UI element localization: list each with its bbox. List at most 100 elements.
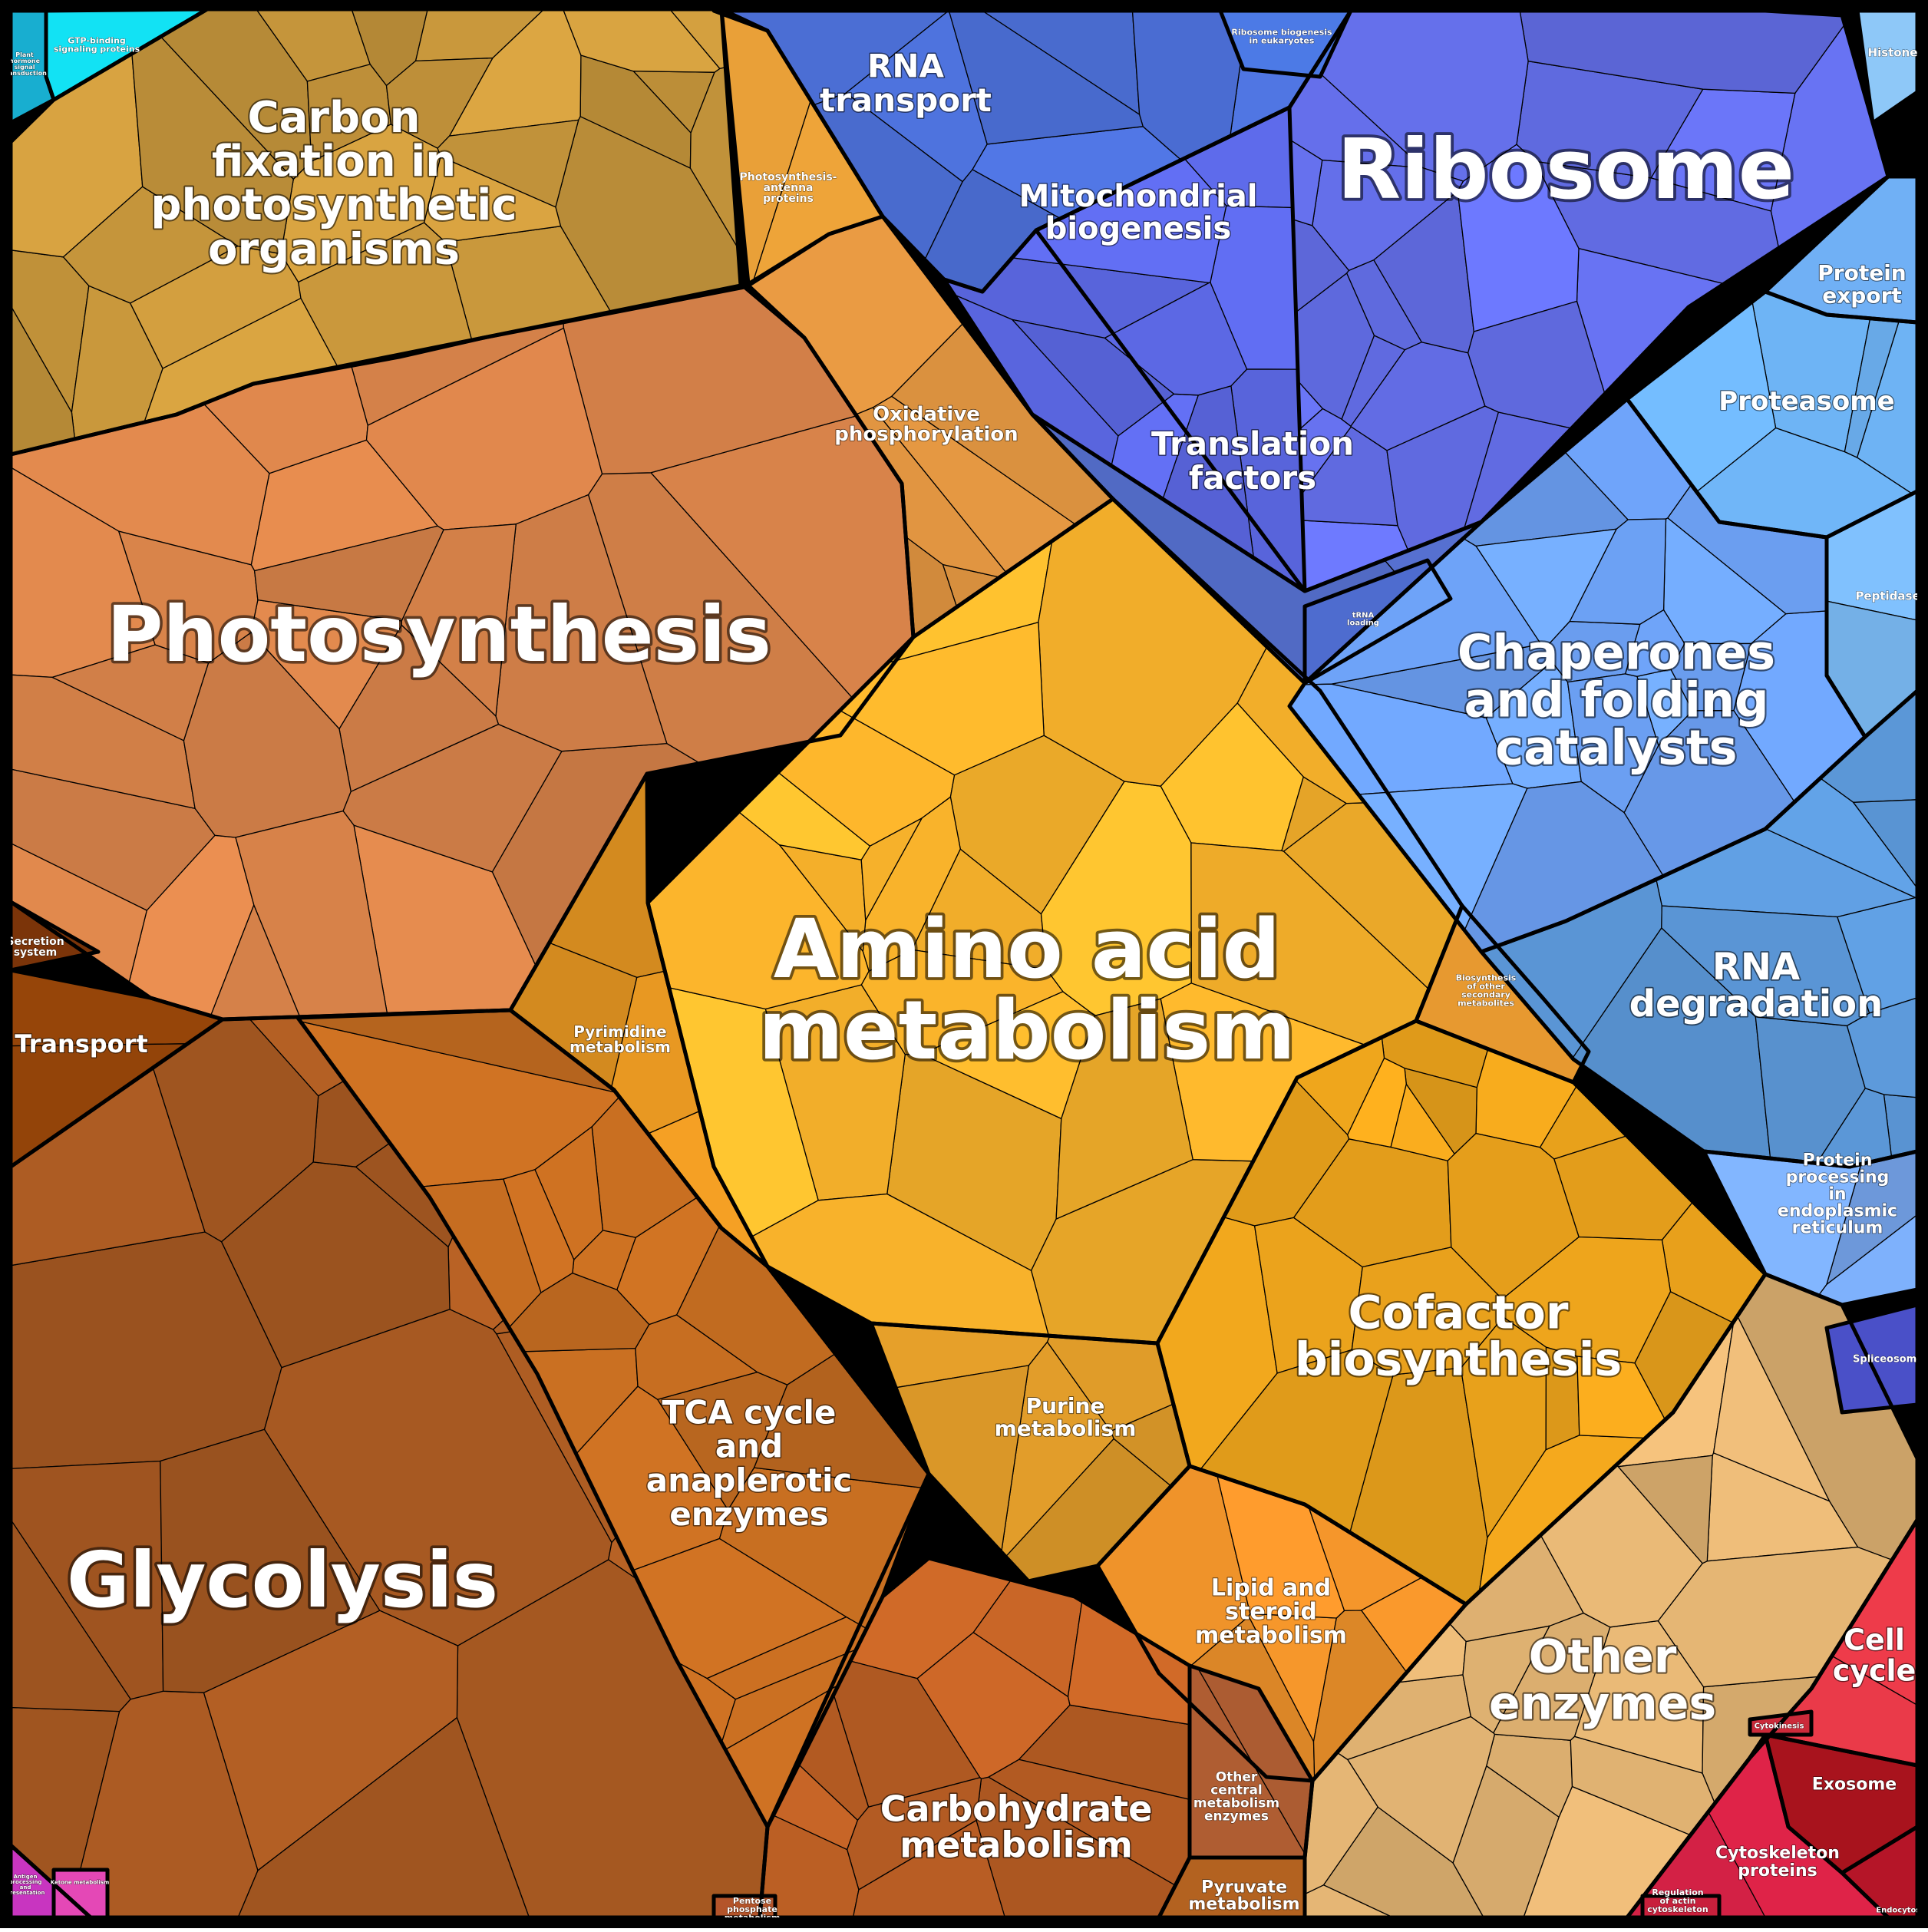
rna-degradation-label-line: RNA: [1712, 946, 1800, 989]
mitochondrial-biogenesis-label: Mitochondrial biogenesis: [1018, 179, 1257, 246]
chaperones-subcell: [1474, 528, 1618, 648]
amino-acid-metabolism-subcell: [860, 949, 1064, 1055]
ribosome-subcell: [1467, 300, 1606, 429]
plant-hormone-signal-transduction-label-line: Plant: [15, 51, 34, 58]
biosynthesis-other-secondary-label-line: metabolites: [1458, 998, 1514, 1008]
other-central-metabolism-label: Other central metabolism enzymes: [1193, 1769, 1279, 1824]
pentose-phosphate-metabolism-label-line: phosphate: [727, 1904, 777, 1914]
ketone-metabolism-label-line: Ketone metabolism: [51, 1879, 110, 1885]
peptidases-label-line: Peptidases: [1855, 589, 1926, 603]
plant-hormone-signal-transduction-label-line: hormone: [9, 58, 41, 64]
pyrimidine-metabolism-label-line: metabolism: [569, 1038, 671, 1056]
tca-cycle-outline: [295, 1008, 931, 1829]
rna-transport-label: RNA transport: [820, 48, 992, 119]
chaperones-outline: [1287, 397, 1867, 954]
oxidative-phosphorylation-label: Oxidative phosphorylation: [834, 403, 1018, 446]
other-central-metabolism-label-line: Other: [1216, 1769, 1258, 1785]
regulation-actin-cytoskeleton-label-line: of actin: [1660, 1896, 1696, 1906]
chaperones-label-line: Chaperones: [1458, 625, 1775, 681]
cytokinesis-outline: [1748, 1709, 1814, 1737]
chaperones-label-line: and folding: [1464, 672, 1769, 728]
cytokinesis-label-line: Cytokinesis: [1755, 1722, 1804, 1731]
ribosome-biogenesis-eukaryotes-label-line: Ribosome biogenesis: [1231, 27, 1332, 37]
biosynthesis-other-secondary-label: Biosynthesis of other secondary metabolites: [1456, 973, 1517, 1008]
lipid-steroid-metabolism-label-line: metabolism: [1195, 1622, 1347, 1649]
spliceosome-label-line: Spliceosome: [1853, 1354, 1923, 1366]
exosome-label-line: Exosome: [1812, 1775, 1897, 1795]
carbohydrate-metabolism-label-line: Carbohydrate: [880, 1788, 1153, 1830]
plant-hormone-signal-transduction-label-line: signal: [14, 64, 35, 71]
chaperones-subcell: [1670, 642, 1752, 712]
cell-cycle-label: Cell cycle: [1833, 1623, 1916, 1687]
cell-cycle-label-line: cycle: [1833, 1653, 1916, 1687]
trna-loading-label-line: tRNA: [1352, 612, 1375, 620]
carbon-fixation-label-line: organisms: [208, 224, 460, 274]
pyrimidine-metabolism-label-line: Pyrimidine: [573, 1022, 666, 1041]
peptidases-label: Peptidases: [1855, 589, 1926, 603]
gtp-binding-signaling-proteins-label-line: signaling proteins: [54, 44, 140, 54]
pyrimidine-metabolism-label: Pyrimidine metabolism: [569, 1022, 671, 1056]
ribosome-label: Ribosome: [1337, 122, 1794, 218]
oxidative-phosphorylation-label-line: phosphorylation: [834, 423, 1018, 446]
cell-cycle-label-line: Cell: [1844, 1623, 1905, 1656]
biosynthesis-other-secondary-label-line: Biosynthesis: [1456, 973, 1517, 983]
gtp-binding-signaling-proteins-label-line: GTP-binding: [68, 35, 126, 45]
carbon-fixation-label-line: photosynthetic: [150, 180, 517, 230]
antigen-processing-label-line: presentation: [6, 1890, 45, 1896]
protein-export-label: Protein export: [1817, 260, 1906, 308]
cofactor-biosynthesis-subcell: [1351, 1247, 1504, 1376]
antigen-processing-label-line: and: [20, 1884, 31, 1891]
regulation-actin-cytoskeleton-label-line: Regulation: [1652, 1887, 1703, 1897]
trna-loading-outline: [1302, 558, 1453, 685]
carbohydrate-metabolism-label-line: metabolism: [900, 1825, 1133, 1866]
endocytosis-label-line: Endocytosis: [1876, 1907, 1927, 1915]
cytoskeleton-proteins-label-line: Cytoskeleton: [1715, 1844, 1840, 1863]
oxidative-phosphorylation-label-line: Oxidative: [873, 403, 980, 426]
glycolysis-label-line: Glycolysis: [67, 1535, 498, 1625]
pyruvate-metabolism-label-line: metabolism: [1188, 1895, 1299, 1914]
rna-degradation-label-line: degradation: [1629, 983, 1883, 1025]
carbohydrate-metabolism-label: Carbohydrate metabolism: [880, 1788, 1153, 1866]
other-enzymes-subcell: [1462, 1625, 1551, 1734]
carbohydrate-metabolism-subcell: [916, 1631, 1071, 1779]
histone-label-line: Histone: [1868, 45, 1918, 59]
endocytosis-label: Endocytosis: [1876, 1907, 1927, 1915]
lipid-steroid-metabolism-label: Lipid and steroid metabolism: [1195, 1575, 1347, 1650]
amino-acid-metabolism-subcell: [1055, 998, 1193, 1220]
photosynthesis-subcell: [51, 644, 210, 741]
translation-factors-label-line: factors: [1189, 459, 1316, 497]
exosome-label: Exosome: [1812, 1775, 1897, 1795]
lipid-steroid-metabolism-label-line: Lipid and: [1211, 1575, 1331, 1602]
photosynthesis-label: Photosynthesis: [107, 590, 771, 679]
photosynthesis-antenna-proteins-label: Photosynthesis-antenna proteins: [739, 171, 837, 205]
mitochondrial-biogenesis-label-line: biogenesis: [1045, 211, 1232, 246]
regulation-actin-cytoskeleton-label-line: cytoskeleton: [1647, 1904, 1708, 1914]
antigen-processing-label: Antigen processing and presentation: [6, 1874, 45, 1896]
antigen-processing-label-line: Antigen: [14, 1874, 38, 1880]
chaperones-label-line: catalysts: [1495, 720, 1737, 776]
carbon-fixation-subcell: [423, 156, 562, 243]
secretion-system-label: Secretion system: [6, 936, 64, 959]
protein-processing-er-label-line: endoplasmic: [1778, 1202, 1897, 1221]
chaperones-label: Chaperones and folding catalysts: [1458, 625, 1775, 776]
mitochondrial-biogenesis-label-line: Mitochondrial: [1018, 179, 1257, 214]
other-central-metabolism-label-line: metabolism: [1193, 1795, 1279, 1811]
carbon-fixation-label-line: Carbon: [248, 93, 421, 143]
transport-label-line: Transport: [15, 1029, 147, 1058]
histone-label: Histone: [1868, 45, 1918, 59]
other-enzymes-label-line: enzymes: [1489, 1677, 1716, 1731]
cofactor-biosynthesis-label: Cofactor biosynthesis: [1295, 1286, 1622, 1386]
rna-degradation-label: RNA degradation: [1629, 946, 1883, 1025]
cytoskeleton-proteins-label-line: proteins: [1738, 1861, 1817, 1881]
protein-processing-er-label-line: reticulum: [1792, 1219, 1883, 1238]
purine-metabolism-label-line: Purine: [1026, 1393, 1105, 1418]
other-enzymes-label-line: Other: [1529, 1630, 1677, 1683]
mitochondrial-biogenesis-subcell: [1104, 282, 1248, 396]
plant-hormone-signal-transduction-label-line: transduction: [2, 70, 47, 77]
protein-export-label-line: Protein: [1817, 260, 1906, 286]
photosynthesis-subcell: [401, 523, 517, 718]
ribosome-label-line: Ribosome: [1337, 122, 1794, 218]
tca-cycle-label-line: anaplerotic: [646, 1461, 852, 1499]
